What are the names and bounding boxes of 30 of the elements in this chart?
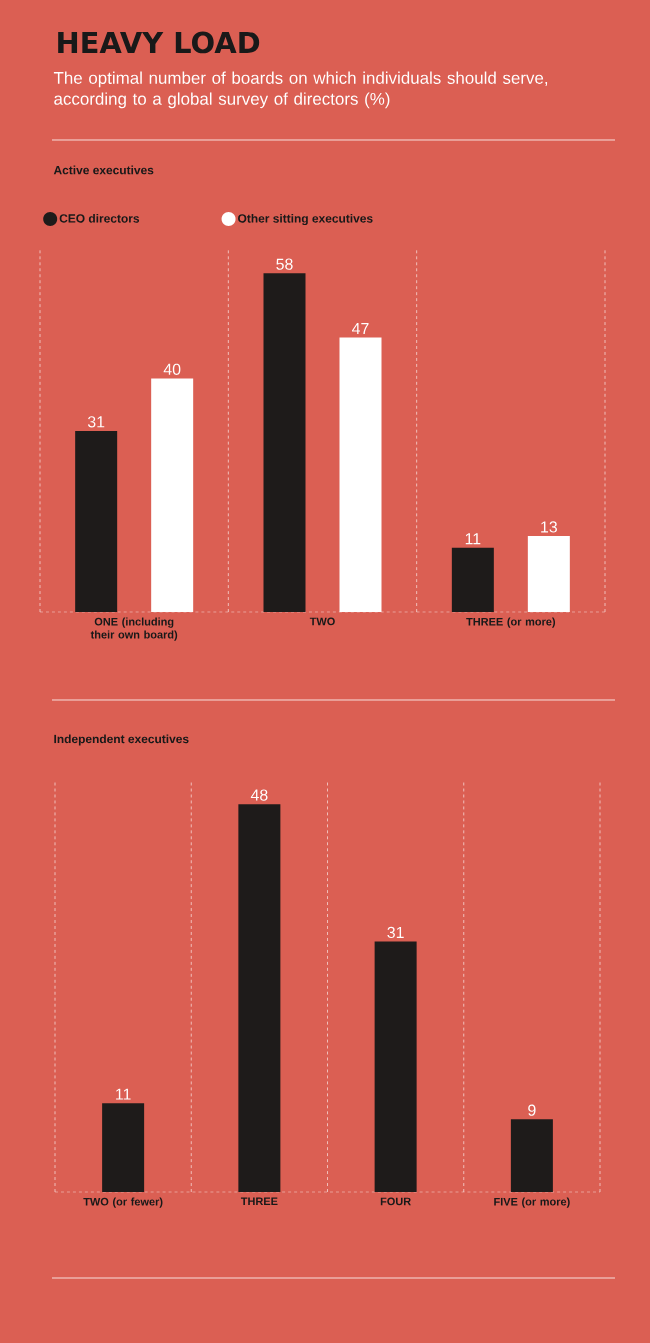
data-label: 11 xyxy=(116,1088,131,1100)
x-tick-label: FIVE (or more) xyxy=(494,1197,570,1208)
legend-label: Other sitting executives xyxy=(238,213,373,226)
x-tick-label: THREE xyxy=(240,1197,278,1206)
chart-subtitle: The optimal number of boards on which individuals should serve, according to a global survey of directors (%) xyxy=(53,71,548,109)
bar xyxy=(263,273,306,612)
data-label: 31 xyxy=(387,926,404,939)
bar xyxy=(451,547,494,612)
data-label: 40 xyxy=(163,363,181,375)
text: Active executives xyxy=(53,165,154,175)
chart-title: HEAVY LOAD xyxy=(58,31,260,54)
chart-title: Independent executives xyxy=(54,734,189,746)
data-label: 11 xyxy=(465,533,481,545)
data-label: 13 xyxy=(541,521,557,533)
data-label: 47 xyxy=(352,323,369,335)
data-label: 9 xyxy=(528,1104,536,1116)
x-tick-label: TWO (or fewer) xyxy=(83,1197,163,1208)
bar xyxy=(102,1103,145,1192)
bar xyxy=(510,1119,553,1192)
bar xyxy=(238,804,281,1192)
bar xyxy=(374,941,417,1192)
bar xyxy=(75,430,118,612)
x-tick-label: TWO xyxy=(309,617,335,626)
legend-label: CEO directors xyxy=(59,213,140,223)
data-label: 31 xyxy=(87,416,105,428)
data-label: 58 xyxy=(276,258,293,270)
x-tick-label: ONE (including their own board) xyxy=(90,617,178,641)
x-tick-label: THREE (or more) xyxy=(466,617,556,628)
x-tick-label: FOUR xyxy=(380,1197,411,1206)
data-label: 48 xyxy=(250,789,268,801)
